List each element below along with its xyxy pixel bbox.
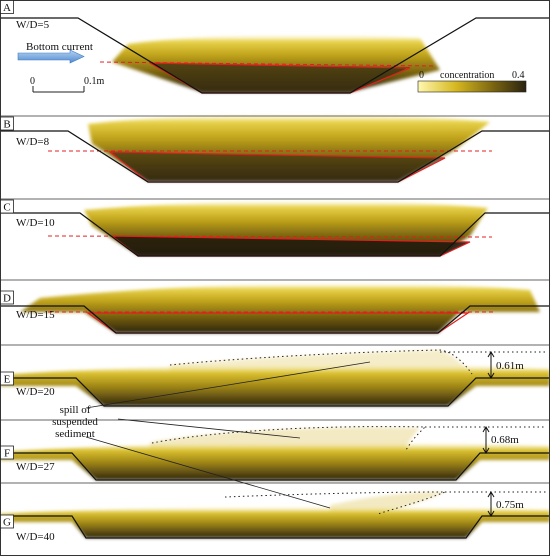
colorbar-max: 0.4 <box>512 70 525 81</box>
spill-label-line2: suspended <box>52 416 98 428</box>
current-label: Bottom current <box>26 41 93 53</box>
channel-outline <box>0 130 550 183</box>
ratio-label-f: W/D=27 <box>16 461 55 473</box>
colorbar-min: 0 <box>419 70 424 81</box>
spill-label-line3: sediment <box>55 428 95 440</box>
ratio-label-g: W/D=40 <box>16 531 55 543</box>
height-marker-f <box>482 426 490 454</box>
ratio-label-e: W/D=20 <box>16 386 55 398</box>
scale-end: 0.1m <box>84 76 105 87</box>
panel-letter-f: F <box>4 448 10 460</box>
flow-body <box>0 364 550 406</box>
colorbar-label: concentration <box>440 70 494 81</box>
flow-body <box>0 506 550 538</box>
dense-layer <box>110 152 445 181</box>
height-label-e: 0.61m <box>496 360 524 372</box>
colorbar: 0 concentration 0.4 <box>417 70 527 93</box>
panel-a <box>0 17 550 94</box>
ratio-label-c: W/D=10 <box>16 217 55 229</box>
panel-letter-b: B <box>3 119 10 131</box>
panel-letter-g: G <box>3 517 11 529</box>
height-marker-g <box>487 491 495 517</box>
panel-letter-c: C <box>3 202 10 214</box>
channel-outline <box>0 212 550 257</box>
height-marker-e <box>487 351 495 379</box>
flow-body <box>20 283 540 333</box>
spill-label-line1: spill of <box>60 404 91 416</box>
scale-bar: 0 0.1m <box>30 76 105 93</box>
channel-outline <box>0 17 550 94</box>
channel-outline <box>0 452 550 481</box>
spill-annotation: spill of suspended sediment <box>52 361 371 509</box>
panel-letter-a: A <box>3 2 11 14</box>
channel-outline <box>0 515 550 539</box>
channel-outline <box>0 305 550 334</box>
ratio-label-a: W/D=5 <box>16 19 50 31</box>
panel-letter-boxes <box>0 0 14 529</box>
ratio-label-d: W/D=15 <box>16 309 55 321</box>
spill-dotted-boundary <box>169 349 473 375</box>
panel-separators <box>0 115 550 484</box>
panel-c <box>0 200 550 257</box>
panel-g <box>0 491 550 539</box>
dense-layer <box>150 63 410 93</box>
panel-letter-d: D <box>3 293 11 305</box>
panel-e <box>0 349 550 407</box>
ratio-label-b: W/D=8 <box>16 136 50 148</box>
height-label-g: 0.75m <box>496 499 524 511</box>
colorbar-ramp <box>417 80 527 93</box>
spill-dotted-boundary <box>151 426 427 451</box>
panel-letter-e: E <box>4 374 11 386</box>
scale-start: 0 <box>30 76 35 87</box>
panel-b <box>0 113 550 183</box>
height-label-f: 0.68m <box>491 434 519 446</box>
flow-body <box>0 442 550 480</box>
channel-outline <box>0 377 550 407</box>
current-arrow <box>17 49 85 64</box>
panel-d <box>0 283 550 334</box>
